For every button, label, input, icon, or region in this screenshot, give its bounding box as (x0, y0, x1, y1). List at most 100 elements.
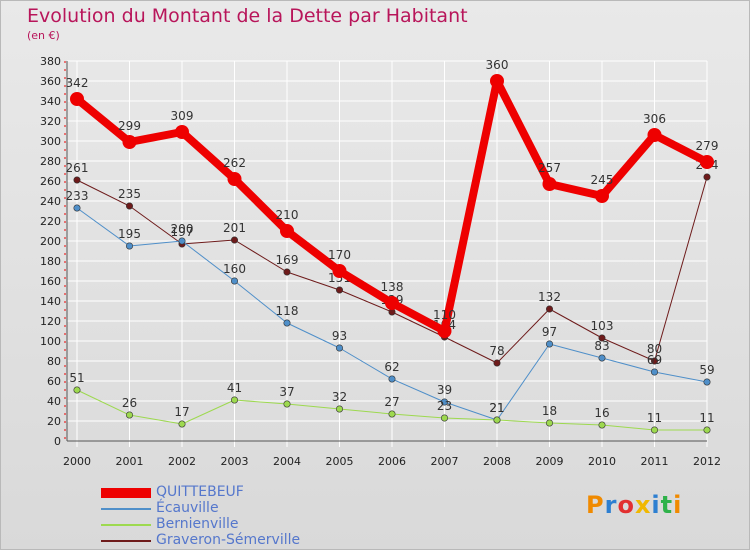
y-tick-label: 300 (40, 135, 61, 148)
legend-label-quittebeuf: QUITTEBEUF (156, 484, 244, 500)
x-tick-label: 2011 (641, 455, 669, 468)
data-label: 262 (223, 156, 246, 170)
data-label: 41 (227, 381, 242, 395)
data-label: 170 (328, 248, 351, 262)
y-tick-label: 160 (40, 275, 61, 288)
data-point (335, 286, 343, 294)
data-point (440, 398, 448, 406)
data-label: 27 (384, 395, 399, 409)
x-tick-label: 2010 (588, 455, 616, 468)
data-label: 201 (223, 221, 246, 235)
x-tick-label: 2012 (693, 455, 721, 468)
x-tick-label: 2006 (378, 455, 406, 468)
legend-swatch-quittebeuf (101, 488, 151, 498)
y-tick-label: 380 (40, 55, 61, 68)
data-label: 18 (542, 404, 557, 418)
y-tick-label: 280 (40, 155, 61, 168)
data-point (545, 305, 553, 313)
data-label: 23 (437, 399, 452, 413)
data-point (700, 155, 714, 169)
data-label: 59 (699, 363, 714, 377)
data-point (440, 414, 448, 422)
data-point (598, 354, 606, 362)
data-label: 26 (122, 396, 137, 410)
data-label: 32 (332, 390, 347, 404)
data-point (493, 416, 501, 424)
data-point (650, 357, 658, 365)
data-point (73, 204, 81, 212)
data-label: 360 (486, 58, 509, 72)
data-label: 160 (223, 262, 246, 276)
data-label: 309 (171, 109, 194, 123)
data-label: 62 (384, 360, 399, 374)
legend-swatch-graveron (101, 540, 151, 542)
x-tick-label: 2000 (63, 455, 91, 468)
data-label: 16 (594, 406, 609, 420)
y-tick-label: 60 (47, 375, 61, 388)
x-tick-label: 2003 (221, 455, 249, 468)
data-label: 235 (118, 187, 141, 201)
x-tick-label: 2007 (431, 455, 459, 468)
data-point (178, 237, 186, 245)
data-point (388, 410, 396, 418)
y-tick-label: 360 (40, 75, 61, 88)
data-point (335, 405, 343, 413)
data-label: 103 (591, 319, 614, 333)
data-label: 257 (538, 161, 561, 175)
data-point (595, 189, 609, 203)
data-point (283, 268, 291, 276)
data-point (647, 128, 662, 142)
legend-swatch-ecauville (101, 508, 151, 510)
data-point (231, 277, 239, 285)
data-point (126, 242, 134, 250)
data-label: 210 (276, 208, 299, 222)
data-label: 93 (332, 329, 347, 343)
data-label: 342 (66, 76, 89, 90)
data-label: 261 (66, 161, 89, 175)
data-label: 78 (489, 344, 504, 358)
y-tick-label: 100 (40, 335, 61, 348)
legend-label-graveron: Graveron-Sémerville (156, 532, 301, 548)
data-point (388, 375, 396, 383)
data-point (598, 334, 606, 342)
data-point (280, 224, 294, 238)
y-tick-label: 40 (47, 395, 61, 408)
data-label: 138 (381, 280, 404, 294)
data-label: 195 (118, 227, 141, 241)
data-label: 197 (171, 225, 194, 239)
y-tick-label: 140 (40, 295, 61, 308)
chart-title: Evolution du Montant de la Dette par Hab… (27, 5, 468, 27)
data-point (227, 172, 242, 186)
data-point (231, 396, 239, 404)
data-label: 17 (174, 405, 189, 419)
data-point (178, 420, 186, 428)
data-point (703, 426, 711, 434)
x-tick-label: 2009 (536, 455, 564, 468)
data-point (73, 176, 81, 184)
x-tick-label: 2001 (116, 455, 144, 468)
data-point (703, 173, 711, 181)
data-point (493, 359, 501, 367)
data-point (126, 411, 134, 419)
data-point (283, 400, 291, 408)
data-label: 39 (437, 383, 452, 397)
data-point (283, 319, 291, 327)
y-tick-label: 80 (47, 355, 61, 368)
y-tick-label: 180 (40, 255, 61, 268)
legend-label-ecauville: Écauville (156, 500, 219, 516)
data-label: 200 (171, 222, 194, 236)
x-tick-label: 2002 (168, 455, 196, 468)
data-point (545, 340, 553, 348)
data-point (598, 421, 606, 429)
x-tick-label: 2005 (326, 455, 354, 468)
data-label: 97 (542, 325, 557, 339)
y-tick-label: 20 (47, 415, 61, 428)
x-tick-label: 2008 (483, 455, 511, 468)
data-point (332, 264, 347, 278)
data-point (542, 177, 557, 191)
logo-letter: P (586, 491, 605, 519)
data-label: 233 (66, 189, 89, 203)
data-label: 69 (647, 353, 662, 367)
